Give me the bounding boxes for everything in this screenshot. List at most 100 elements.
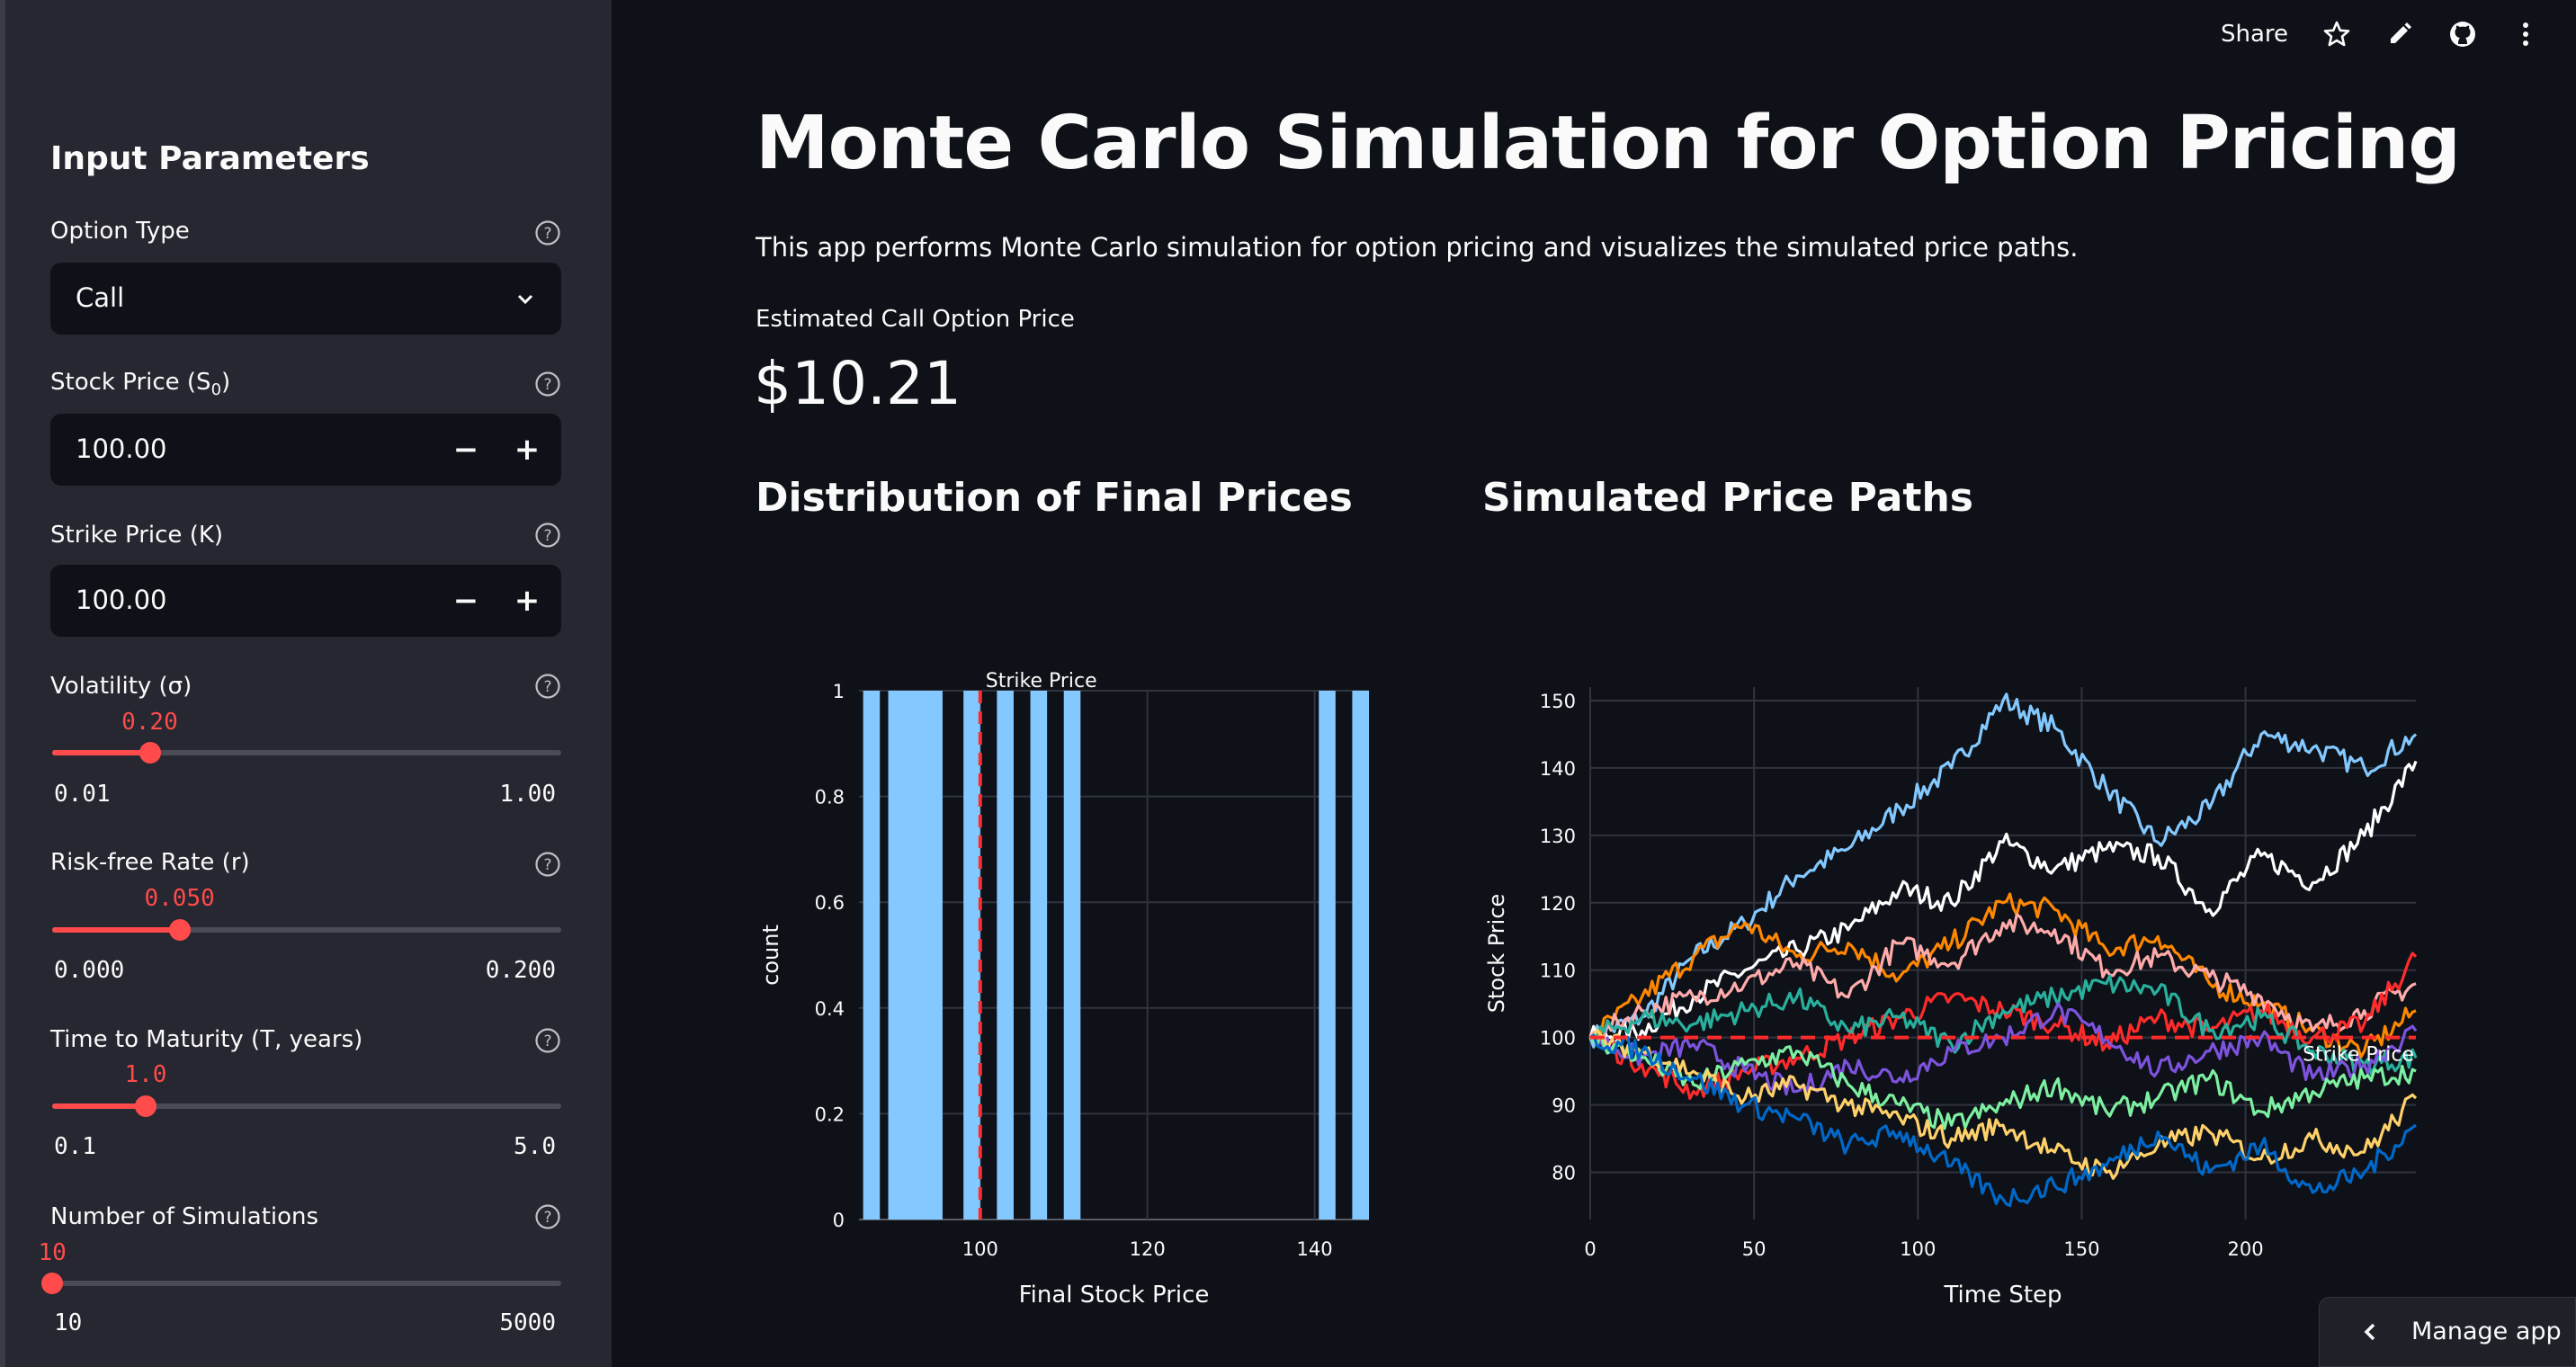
y-tick-label: 0.8 xyxy=(815,787,845,809)
simulations-slider-value: 10 xyxy=(38,1239,67,1266)
strike-price-decrement-button[interactable]: − xyxy=(452,583,479,619)
help-icon[interactable]: ? xyxy=(534,851,561,878)
maturity-slider-thumb[interactable] xyxy=(134,1095,157,1117)
simulations-slider[interactable] xyxy=(41,1273,561,1294)
volatility-slider[interactable] xyxy=(52,742,561,764)
help-icon[interactable]: ? xyxy=(534,219,561,246)
x-axis-label: Final Stock Price xyxy=(1019,1282,1210,1309)
x-tick-label: 120 xyxy=(1130,1238,1166,1260)
histogram-chart[interactable]: 0 0.2 0.4 0.6 0.8 1 100 120 140 Strike Price Final… xyxy=(738,648,1385,1313)
star-icon[interactable] xyxy=(2322,20,2351,49)
share-button[interactable]: Share xyxy=(2220,21,2288,48)
y-axis-label: count xyxy=(758,925,783,986)
x-axis-label: Time Step xyxy=(1943,1282,2062,1309)
github-icon[interactable] xyxy=(2448,20,2477,49)
metric-label: Estimated Call Option Price xyxy=(756,306,1075,333)
stock-price-label-text: Stock Price (S xyxy=(50,369,211,396)
y-tick-label: 120 xyxy=(1540,893,1576,915)
histogram-bar xyxy=(1030,691,1048,1220)
x-tick-label: 50 xyxy=(1742,1238,1767,1260)
y-tick-label: 0.4 xyxy=(815,998,845,1020)
maturity-slider-value: 1.0 xyxy=(124,1061,167,1088)
manage-app-label: Manage app xyxy=(2411,1318,2562,1345)
metric-value: $10.21 xyxy=(754,349,962,418)
y-tick-label: 0 xyxy=(833,1210,845,1231)
y-tick-label: 110 xyxy=(1540,960,1576,982)
strike-price-label: Strike Price (K) xyxy=(50,522,224,549)
app-toolbar: Share xyxy=(2221,16,2540,52)
simulations-max: 5000 xyxy=(499,1309,556,1336)
option-type-value: Call xyxy=(76,282,125,313)
risk-free-min: 0.000 xyxy=(54,957,125,984)
help-icon[interactable]: ? xyxy=(534,1027,561,1054)
y-tick-label: 1 xyxy=(833,681,845,702)
manage-app-button[interactable]: Manage app xyxy=(2319,1297,2576,1367)
chevron-down-icon xyxy=(517,294,533,305)
price-path-line xyxy=(1589,1033,2417,1208)
svg-text:?: ? xyxy=(543,856,551,874)
option-type-label: Option Type xyxy=(50,218,190,245)
y-tick-label: 0.2 xyxy=(815,1103,845,1125)
simulations-slider-thumb[interactable] xyxy=(41,1273,63,1294)
price-path-line xyxy=(1589,892,2417,1059)
risk-free-slider-value: 0.050 xyxy=(144,885,215,912)
volatility-slider-fill xyxy=(52,750,150,755)
help-icon[interactable]: ? xyxy=(534,371,561,398)
histogram-title: Distribution of Final Prices xyxy=(756,475,1353,521)
option-type-select[interactable]: Call xyxy=(50,263,561,335)
strike-price-increment-button[interactable]: + xyxy=(514,583,541,619)
paths-chart-title: Simulated Price Paths xyxy=(1482,475,1973,521)
volatility-slider-thumb[interactable] xyxy=(139,742,161,764)
help-icon[interactable]: ? xyxy=(534,673,561,700)
volatility-min: 0.01 xyxy=(54,781,111,808)
price-path-line xyxy=(1588,913,2417,1044)
y-tick-label: 130 xyxy=(1540,826,1576,847)
chevron-left-icon xyxy=(2364,1323,2375,1341)
x-tick-label: 140 xyxy=(1297,1238,1333,1260)
page-title: Monte Carlo Simulation for Option Pricin… xyxy=(756,101,2461,186)
risk-free-slider[interactable] xyxy=(52,919,561,941)
stock-price-increment-button[interactable]: + xyxy=(514,432,541,468)
strike-price-value[interactable]: 100.00 xyxy=(76,585,167,615)
y-tick-label: 80 xyxy=(1552,1163,1576,1184)
strike-price-input[interactable]: 100.00 − + xyxy=(50,565,561,637)
price-path-line xyxy=(1588,692,2418,1049)
y-tick-label: 150 xyxy=(1540,691,1576,712)
strike-label: Strike Price xyxy=(2303,1044,2414,1067)
y-tick-label: 140 xyxy=(1540,758,1576,780)
risk-free-slider-thumb[interactable] xyxy=(168,919,191,941)
price-paths-chart[interactable]: 80 90 100 110 120 130 140 150 0 50 100 150 200 Strike… xyxy=(1471,648,2443,1313)
risk-free-slider-fill xyxy=(52,927,180,933)
risk-free-max: 0.200 xyxy=(485,957,556,984)
risk-free-label: Risk-free Rate (r) xyxy=(50,849,250,876)
stock-price-label: Stock Price (S0) xyxy=(50,369,230,399)
sidebar: Input Parameters Option Type ? Call Stoc… xyxy=(0,0,612,1367)
histogram-bar xyxy=(963,691,980,1220)
histogram-bar xyxy=(1352,691,1369,1220)
price-path-line xyxy=(1588,1032,2417,1130)
stock-price-label-subscript: 0 xyxy=(210,380,222,400)
page-description: This app performs Monte Carlo simulation… xyxy=(756,232,2079,263)
svg-text:?: ? xyxy=(543,1032,551,1050)
stock-price-decrement-button[interactable]: − xyxy=(452,432,479,468)
maturity-min: 0.1 xyxy=(54,1133,96,1160)
x-tick-label: 200 xyxy=(2228,1238,2264,1260)
histogram-bar xyxy=(1319,691,1336,1220)
histogram-bar xyxy=(1063,691,1081,1220)
x-tick-label: 150 xyxy=(2063,1238,2099,1260)
svg-text:?: ? xyxy=(543,376,551,394)
stock-price-input[interactable]: 100.00 − + xyxy=(50,414,561,486)
svg-text:?: ? xyxy=(543,527,551,545)
x-tick-label: 0 xyxy=(1584,1238,1596,1260)
simulations-label: Number of Simulations xyxy=(50,1203,319,1230)
price-path-line xyxy=(1589,974,2418,1077)
maturity-slider[interactable] xyxy=(52,1095,561,1117)
y-axis-label: Stock Price xyxy=(1484,894,1509,1014)
y-tick-label: 0.6 xyxy=(815,892,845,914)
more-vertical-icon[interactable] xyxy=(2511,20,2540,49)
stock-price-value[interactable]: 100.00 xyxy=(76,433,167,464)
simulations-min: 10 xyxy=(54,1309,83,1336)
edit-pencil-icon[interactable] xyxy=(2385,20,2414,49)
help-icon[interactable]: ? xyxy=(534,522,561,549)
help-icon[interactable]: ? xyxy=(534,1203,561,1230)
